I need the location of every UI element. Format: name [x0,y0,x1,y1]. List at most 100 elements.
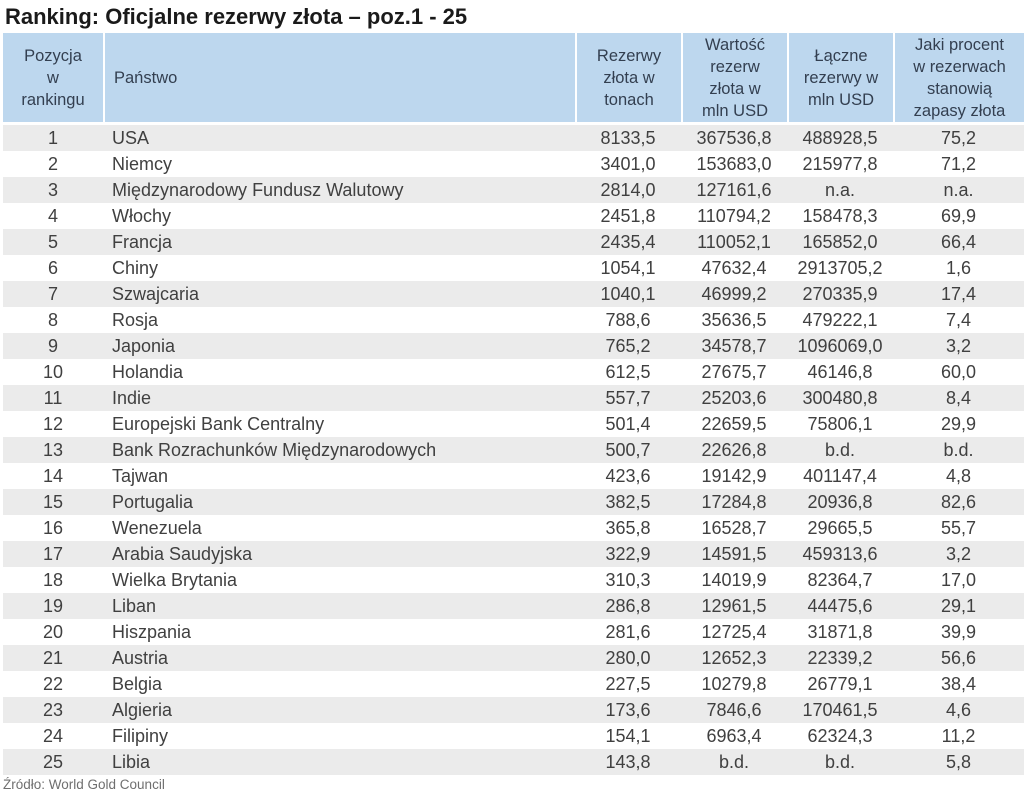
header-cell-total-reserves: Łączne rezerwy w mln USD [787,33,893,125]
cell-total-reserves: 215977,8 [802,153,878,174]
table-header-row: Pozycja w rankingu Państwo Rezerwy złota… [3,33,1024,125]
cell-gold-percent: 56,6 [940,647,977,668]
cell-total-reserves: 22339,2 [807,647,873,668]
cell-gold-tons: 500,7 [605,439,651,460]
cell-gold-percent: 4,6 [945,699,972,720]
cell-total-reserves: 29665,5 [807,517,873,538]
table-row: 7 Szwajcaria 1040,1 46999,2 270335,9 17,4 [3,281,1024,307]
cell-gold-value: b.d. [718,751,750,772]
table-row: 3 Międzynarodowy Fundusz Walutowy 2814,0 12… [3,177,1024,203]
cell-position: 16 [42,517,64,538]
cell-position: 23 [42,699,64,720]
cell-country: Holandia [112,361,184,382]
cell-position: 2 [47,153,58,174]
cell-total-reserves: b.d. [824,439,856,460]
cell-total-reserves: b.d. [824,751,856,772]
cell-country: Japonia [112,335,176,356]
cell-country: Francja [112,231,173,252]
table-row: 2 Niemcy 3401,0 153683,0 215977,8 71,2 [3,151,1024,177]
cell-gold-value: 153683,0 [696,153,772,174]
cell-gold-value: 127161,6 [696,179,772,200]
cell-gold-tons: 788,6 [605,309,651,330]
cell-position: 20 [42,621,64,642]
cell-gold-value: 47632,4 [701,257,767,278]
table-row: 11 Indie 557,7 25203,6 300480,8 8,4 [3,385,1024,411]
cell-gold-value: 12652,3 [701,647,767,668]
cell-total-reserves: 170461,5 [802,699,878,720]
cell-gold-tons: 8133,5 [600,127,656,148]
table-body: 1 USA 8133,5 367536,8 488928,5 75,2 2 Niemcy 340… [3,125,1024,775]
table-row: 24 Filipiny 154,1 6963,4 62324,3 11,2 [3,723,1024,749]
table-row: 19 Liban 286,8 12961,5 44475,6 29,1 [3,593,1024,619]
cell-gold-percent: 3,2 [945,543,972,564]
cell-position: 3 [47,179,58,200]
source-note: Źródło: World Gold Council [3,777,165,792]
cell-gold-percent: 60,0 [940,361,977,382]
cell-position: 7 [47,283,58,304]
cell-position: 22 [42,673,64,694]
cell-gold-tons: 2435,4 [600,231,656,252]
table-row: 4 Włochy 2451,8 110794,2 158478,3 69,9 [3,203,1024,229]
cell-gold-value: 12961,5 [701,595,767,616]
cell-gold-value: 7846,6 [706,699,762,720]
cell-total-reserves: 488928,5 [802,127,878,148]
cell-gold-value: 22659,5 [701,413,767,434]
cell-country: Europejski Bank Centralny [112,413,325,434]
cell-total-reserves: 82364,7 [807,569,873,590]
cell-gold-tons: 143,8 [605,751,651,772]
table-row: 15 Portugalia 382,5 17284,8 20936,8 82,6 [3,489,1024,515]
cell-gold-value: 34578,7 [701,335,767,356]
header-cell-country: Państwo [103,33,575,125]
cell-gold-tons: 227,5 [605,673,651,694]
cell-gold-tons: 280,0 [605,647,651,668]
cell-gold-value: 22626,8 [701,439,767,460]
page-title: Ranking: Oficjalne rezerwy złota – poz.1… [5,4,468,29]
cell-gold-percent: 11,2 [941,725,976,746]
table-row: 17 Arabia Saudyjska 322,9 14591,5 459313,6 3,… [3,541,1024,567]
cell-position: 12 [42,413,64,434]
cell-gold-percent: 66,4 [940,231,977,252]
cell-gold-percent: 71,2 [940,153,977,174]
cell-gold-value: 10279,8 [701,673,767,694]
cell-gold-tons: 765,2 [605,335,651,356]
cell-gold-tons: 382,5 [605,491,651,512]
table-row: 10 Holandia 612,5 27675,7 46146,8 60,0 [3,359,1024,385]
table-row: 6 Chiny 1054,1 47632,4 2913705,2 1,6 [3,255,1024,281]
cell-gold-value: 19142,9 [701,465,767,486]
table-row: 21 Austria 280,0 12652,3 22339,2 56,6 [3,645,1024,671]
table-row: 18 Wielka Brytania 310,3 14019,9 82364,7 17,0 [3,567,1024,593]
cell-gold-value: 110794,2 [697,205,771,226]
cell-gold-percent: 39,9 [940,621,977,642]
cell-country: Wielka Brytania [112,569,238,590]
cell-gold-tons: 310,3 [605,569,651,590]
cell-position: 19 [42,595,64,616]
cell-gold-tons: 501,4 [605,413,651,434]
cell-country: Arabia Saudyjska [112,543,253,564]
cell-gold-value: 14019,9 [701,569,767,590]
cell-country: Szwajcaria [112,283,200,304]
cell-total-reserves: 158478,3 [802,205,878,226]
cell-position: 10 [42,361,64,382]
cell-gold-percent: 17,4 [940,283,977,304]
cell-position: 8 [47,309,58,330]
cell-total-reserves: 165852,0 [802,231,878,252]
cell-gold-percent: 55,7 [940,517,977,538]
cell-gold-tons: 154,1 [605,725,651,746]
cell-country: Tajwan [112,465,169,486]
cell-country: Filipiny [112,725,169,746]
cell-gold-value: 14591,5 [701,543,767,564]
cell-gold-percent: 5,8 [945,751,972,772]
cell-position: 5 [47,231,58,252]
cell-total-reserves: n.a. [824,179,856,200]
cell-position: 4 [47,205,58,226]
cell-position: 25 [42,751,64,772]
cell-gold-value: 35636,5 [701,309,767,330]
cell-gold-value: 16528,7 [701,517,767,538]
header-cell-gold-tons: Rezerwy złota w tonach [575,33,681,125]
cell-gold-percent: b.d. [943,439,974,460]
table-row: 12 Europejski Bank Centralny 501,4 22659,5 7… [3,411,1024,437]
cell-country: Wenezuela [112,517,202,538]
cell-gold-tons: 423,6 [605,465,651,486]
cell-gold-percent: 8,4 [945,387,972,408]
cell-gold-value: 25203,6 [701,387,767,408]
